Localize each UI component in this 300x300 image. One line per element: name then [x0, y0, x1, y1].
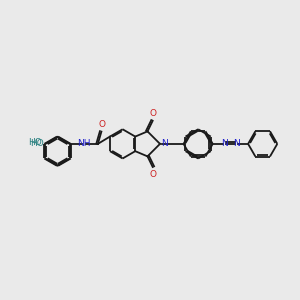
- Text: O: O: [98, 120, 105, 129]
- Text: HO: HO: [30, 139, 43, 148]
- Text: O: O: [149, 109, 156, 118]
- Text: HO: HO: [28, 138, 41, 147]
- Text: N: N: [233, 140, 240, 148]
- Text: O: O: [149, 169, 156, 178]
- Text: N: N: [161, 140, 168, 148]
- Text: NH: NH: [77, 140, 91, 148]
- Text: N: N: [221, 140, 228, 148]
